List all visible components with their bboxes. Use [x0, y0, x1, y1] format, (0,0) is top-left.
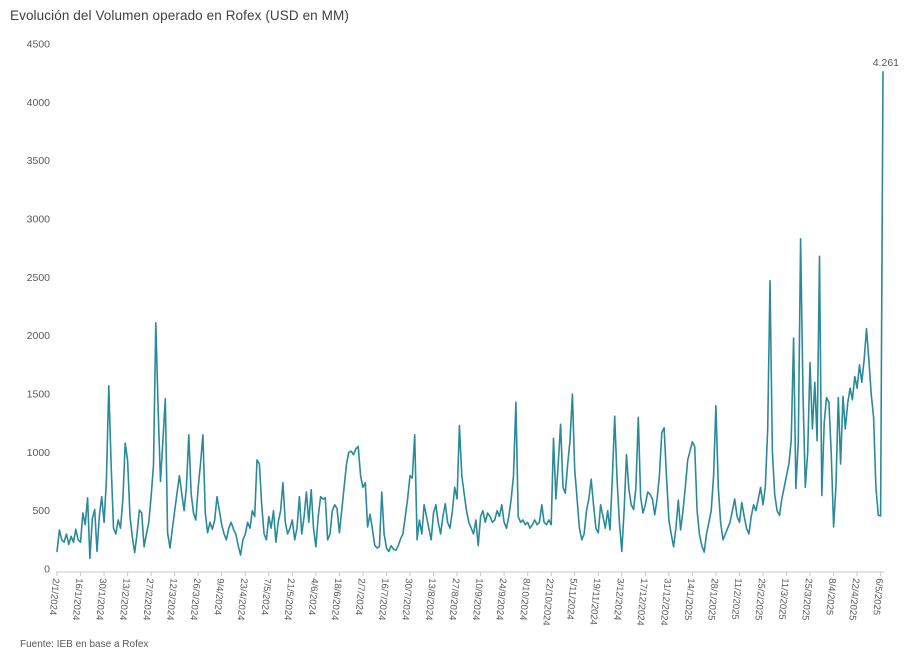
- svg-text:13/2/2024: 13/2/2024: [117, 578, 132, 621]
- svg-text:18/6/2024: 18/6/2024: [329, 578, 344, 621]
- svg-text:9/4/2024: 9/4/2024: [211, 578, 225, 616]
- svg-text:1500: 1500: [27, 389, 51, 401]
- svg-text:7/5/2024: 7/5/2024: [259, 578, 273, 616]
- svg-text:25/2/2025: 25/2/2025: [752, 578, 767, 621]
- svg-text:0: 0: [44, 564, 50, 576]
- svg-text:30/1/2024: 30/1/2024: [93, 578, 108, 621]
- svg-text:2/7/2024: 2/7/2024: [353, 578, 367, 616]
- svg-text:2000: 2000: [27, 330, 51, 342]
- svg-text:19/11/2024: 19/11/2024: [587, 578, 602, 626]
- svg-text:26/3/2024: 26/3/2024: [188, 578, 203, 621]
- x-axis-labels: 2/1/2024 16/1/2024 30/1/2024 13/2/2024 27/2/…: [47, 578, 885, 626]
- svg-text:11/2/2025: 11/2/2025: [729, 578, 744, 620]
- svg-text:4000: 4000: [27, 97, 51, 109]
- svg-text:8/4/2025: 8/4/2025: [823, 578, 837, 616]
- volume-series-line: [56, 71, 884, 560]
- svg-text:22/10/2024: 22/10/2024: [540, 578, 555, 626]
- svg-text:4500: 4500: [27, 39, 51, 51]
- svg-text:23/4/2024: 23/4/2024: [235, 578, 250, 621]
- svg-text:24/9/2024: 24/9/2024: [493, 578, 508, 621]
- peak-value-label: 4.261: [873, 57, 899, 69]
- svg-text:27/2/2024: 27/2/2024: [140, 578, 155, 621]
- svg-text:13/8/2024: 13/8/2024: [423, 578, 438, 621]
- svg-text:6/5/2025: 6/5/2025: [870, 578, 884, 616]
- svg-text:11/3/2025: 11/3/2025: [776, 578, 791, 620]
- svg-text:10/9/2024: 10/9/2024: [470, 578, 485, 621]
- svg-text:27/8/2024: 27/8/2024: [446, 578, 461, 621]
- svg-text:3000: 3000: [27, 214, 51, 226]
- x-axis-ticks: [56, 572, 882, 576]
- svg-text:16/7/2024: 16/7/2024: [376, 578, 391, 621]
- svg-text:8/10/2024: 8/10/2024: [517, 578, 532, 621]
- svg-text:14/1/2025: 14/1/2025: [682, 578, 697, 621]
- svg-text:28/1/2025: 28/1/2025: [705, 578, 720, 621]
- svg-text:25/3/2025: 25/3/2025: [799, 578, 814, 621]
- svg-text:500: 500: [32, 505, 50, 517]
- svg-text:22/4/2025: 22/4/2025: [846, 578, 861, 621]
- svg-text:17/12/2024: 17/12/2024: [634, 578, 649, 626]
- svg-text:3500: 3500: [27, 155, 51, 167]
- svg-text:1000: 1000: [27, 447, 51, 459]
- svg-text:3/12/2024: 3/12/2024: [611, 578, 626, 621]
- svg-text:21/5/2024: 21/5/2024: [282, 578, 297, 621]
- svg-text:2500: 2500: [27, 272, 51, 284]
- svg-text:2/1/2024: 2/1/2024: [47, 578, 61, 616]
- chart-title: Evolución del Volumen operado en Rofex (…: [10, 8, 349, 23]
- svg-text:12/3/2024: 12/3/2024: [164, 578, 179, 621]
- svg-text:31/12/2024: 31/12/2024: [658, 578, 673, 626]
- source-note: Fuente: IEB en base a Rofex: [20, 639, 149, 650]
- svg-text:4/6/2024: 4/6/2024: [306, 578, 320, 616]
- svg-text:16/1/2024: 16/1/2024: [70, 578, 85, 621]
- svg-text:5/11/2024: 5/11/2024: [564, 578, 579, 620]
- svg-text:30/7/2024: 30/7/2024: [399, 578, 414, 621]
- y-axis-labels: 0 500 1000 1500 2000 2500 3000 3500 4000 4500: [27, 39, 51, 576]
